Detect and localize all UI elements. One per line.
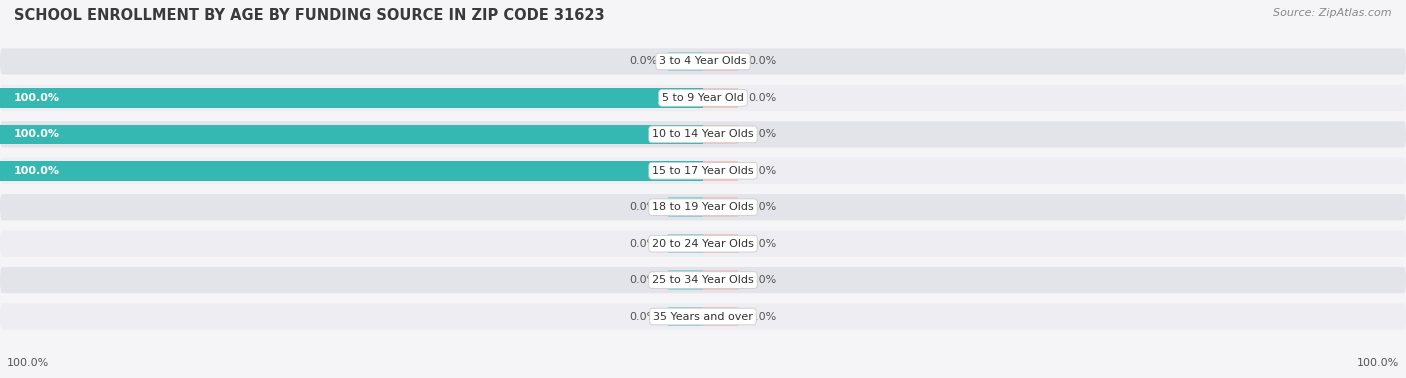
Bar [668, 270, 703, 290]
Bar [0, 161, 703, 181]
Bar [703, 161, 738, 181]
Text: 100.0%: 100.0% [14, 93, 60, 103]
Text: 0.0%: 0.0% [749, 311, 778, 322]
Text: 0.0%: 0.0% [749, 275, 778, 285]
FancyBboxPatch shape [0, 48, 1406, 74]
Text: 35 Years and over: 35 Years and over [652, 311, 754, 322]
Text: 0.0%: 0.0% [628, 275, 657, 285]
Bar [703, 197, 738, 217]
Bar [668, 52, 703, 71]
Text: 0.0%: 0.0% [749, 239, 778, 249]
FancyBboxPatch shape [0, 158, 1406, 184]
Bar [703, 88, 738, 108]
Text: 0.0%: 0.0% [749, 93, 778, 103]
Bar [668, 161, 703, 181]
Bar [0, 88, 703, 108]
Bar [703, 270, 738, 290]
Text: Source: ZipAtlas.com: Source: ZipAtlas.com [1274, 8, 1392, 17]
Text: 15 to 17 Year Olds: 15 to 17 Year Olds [652, 166, 754, 176]
Text: 20 to 24 Year Olds: 20 to 24 Year Olds [652, 239, 754, 249]
Bar [668, 124, 703, 144]
Text: 3 to 4 Year Olds: 3 to 4 Year Olds [659, 56, 747, 67]
Bar [0, 124, 703, 144]
Text: 5 to 9 Year Old: 5 to 9 Year Old [662, 93, 744, 103]
Text: 0.0%: 0.0% [749, 202, 778, 212]
Text: 100.0%: 100.0% [14, 129, 60, 139]
FancyBboxPatch shape [0, 194, 1406, 220]
Text: 0.0%: 0.0% [628, 311, 657, 322]
FancyBboxPatch shape [0, 267, 1406, 293]
Text: 100.0%: 100.0% [14, 166, 60, 176]
Bar [703, 124, 738, 144]
Bar [703, 307, 738, 326]
Bar [668, 88, 703, 108]
Text: 0.0%: 0.0% [628, 202, 657, 212]
Text: 10 to 14 Year Olds: 10 to 14 Year Olds [652, 129, 754, 139]
FancyBboxPatch shape [0, 121, 1406, 147]
Text: 0.0%: 0.0% [749, 166, 778, 176]
Text: 0.0%: 0.0% [628, 56, 657, 67]
FancyBboxPatch shape [0, 304, 1406, 330]
FancyBboxPatch shape [0, 231, 1406, 257]
Text: 18 to 19 Year Olds: 18 to 19 Year Olds [652, 202, 754, 212]
Bar [703, 52, 738, 71]
Text: SCHOOL ENROLLMENT BY AGE BY FUNDING SOURCE IN ZIP CODE 31623: SCHOOL ENROLLMENT BY AGE BY FUNDING SOUR… [14, 8, 605, 23]
Text: 100.0%: 100.0% [1357, 358, 1399, 368]
Bar [668, 307, 703, 326]
Text: 0.0%: 0.0% [749, 56, 778, 67]
Text: 100.0%: 100.0% [7, 358, 49, 368]
Text: 0.0%: 0.0% [749, 129, 778, 139]
Bar [703, 234, 738, 254]
Text: 25 to 34 Year Olds: 25 to 34 Year Olds [652, 275, 754, 285]
FancyBboxPatch shape [0, 85, 1406, 111]
Bar [668, 234, 703, 254]
Text: 0.0%: 0.0% [628, 239, 657, 249]
Bar [668, 197, 703, 217]
